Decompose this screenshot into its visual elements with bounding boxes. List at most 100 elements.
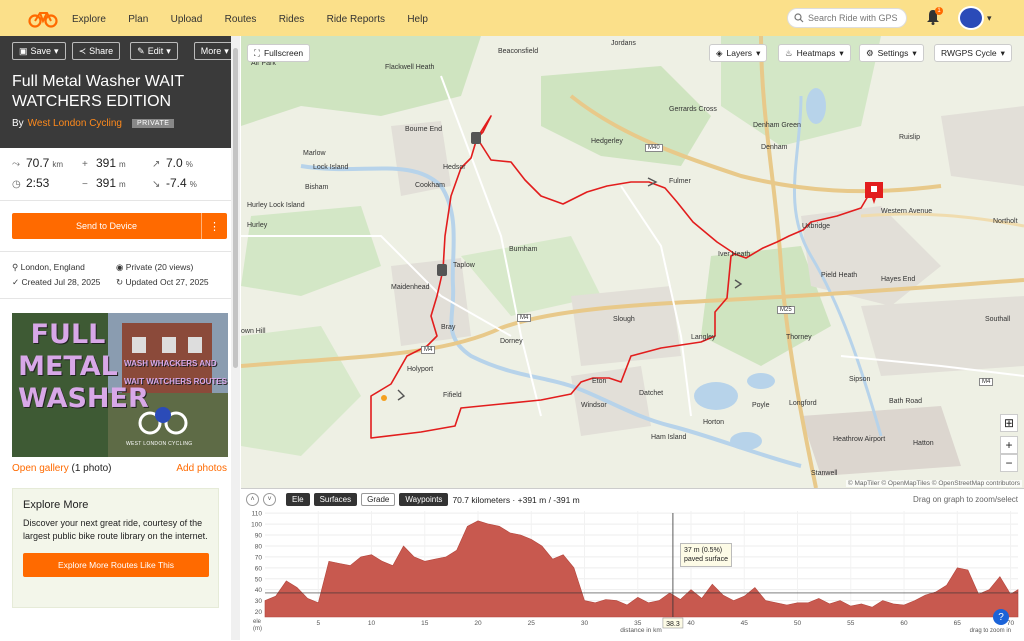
heatmaps-button[interactable]: ♨ Heatmaps ▾ xyxy=(778,44,851,62)
photo-subtitle-1: WASH WHACKERS AND xyxy=(124,359,217,368)
by-label: By xyxy=(12,118,24,129)
place-label: Hatton xyxy=(913,440,934,447)
elev-loss-unit: m xyxy=(119,180,126,189)
cursor-km-label: 38.3 xyxy=(666,621,680,628)
help-icon[interactable]: ? xyxy=(993,609,1009,625)
place-label: Fulmer xyxy=(669,178,691,185)
add-photos-link[interactable]: Add photos xyxy=(176,463,227,474)
place-label: Poyle xyxy=(752,402,770,409)
map-base xyxy=(241,36,1024,488)
place-label: Holyport xyxy=(407,366,434,373)
author-link[interactable]: West London Cycling xyxy=(27,118,122,129)
chevron-down-icon: ▾ xyxy=(1000,47,1005,58)
fullscreen-label: Fullscreen xyxy=(263,48,304,58)
nav-routes[interactable]: Routes xyxy=(224,14,257,25)
scrollbar-thumb[interactable] xyxy=(233,48,238,368)
x-tick-label: 50 xyxy=(794,620,802,627)
tab-waypoints[interactable]: Waypoints xyxy=(399,493,449,506)
zoom-out-button[interactable]: − xyxy=(1000,454,1018,472)
distance-value: 70.7 xyxy=(26,156,50,170)
layers-button[interactable]: ◈ Layers ▾ xyxy=(709,44,768,62)
edit-label: Edit xyxy=(147,46,164,56)
nav-help[interactable]: Help xyxy=(407,14,428,25)
place-label: Ham Island xyxy=(651,434,687,441)
photo-club-text: WEST LONDON CYCLING xyxy=(126,441,193,447)
place-label: Stanwell xyxy=(811,470,838,477)
edit-button[interactable]: ✎ Edit ▾ xyxy=(130,42,178,60)
x-tick-label: 30 xyxy=(581,620,589,627)
kebab-menu-icon[interactable]: ⋮ xyxy=(201,213,227,239)
elevation-chart[interactable]: 110 100 90 80 70 60 50 40 30 20 5 10 15 20 25 30 35 40 45 5… xyxy=(241,489,1024,641)
distance-unit: km xyxy=(52,160,64,169)
layers-label: Layers xyxy=(726,48,753,58)
route-photo[interactable]: FULL METAL WASHER WASH WHACKERS AND WAIT… xyxy=(12,313,228,457)
divider xyxy=(0,298,239,299)
settings-label: Settings xyxy=(877,48,909,58)
elevation-tooltip: 37 m (0.5%) paved surface xyxy=(680,543,732,567)
photo-count: (1 photo) xyxy=(71,463,112,474)
nav-plan[interactable]: Plan xyxy=(128,14,149,25)
pencil-icon: ✎ xyxy=(137,45,145,56)
chevron-down-icon: ▾ xyxy=(224,45,229,56)
map-style-select[interactable]: RWGPS Cycle ▾ xyxy=(934,44,1012,62)
place-label: Maidenhead xyxy=(391,284,430,291)
nav-ride-reports[interactable]: Ride Reports xyxy=(326,14,385,25)
privacy-text: Private (20 views) xyxy=(125,262,194,272)
place-label: Slough xyxy=(613,316,635,323)
duration-value: 2:53 xyxy=(26,176,50,190)
place-label: Fifield xyxy=(443,392,462,399)
route-byline: By West London Cycling PRIVATE xyxy=(12,118,227,129)
place-label: Sipson xyxy=(849,376,871,383)
map-book-icon[interactable]: ⊞ xyxy=(1000,414,1018,432)
chevron-down-icon[interactable]: ˅ xyxy=(263,493,276,506)
cyclist-logo-icon xyxy=(138,407,188,435)
meta-location: ⚲ London, England xyxy=(12,262,116,273)
y-tick-label: 110 xyxy=(252,511,263,518)
tab-ele[interactable]: Ele xyxy=(286,493,310,506)
chevron-down-icon: ▾ xyxy=(756,47,761,58)
x-tick-label: 5 xyxy=(316,620,320,627)
more-button[interactable]: More ▾ xyxy=(193,42,236,60)
route-sidebar: ▣ Save ▾ ≺ Share ✎ Edit ▾ More ▾ Full Metal Wa… xyxy=(0,36,240,640)
open-gallery-link[interactable]: Open gallery xyxy=(12,463,69,474)
send-to-device-button[interactable]: Send to Device xyxy=(12,213,201,239)
chevron-down-icon: ▾ xyxy=(166,45,171,56)
fullscreen-button[interactable]: ⛶ Fullscreen xyxy=(247,44,311,62)
sidebar-scrollbar[interactable] xyxy=(231,36,240,640)
place-label: Gerrards Cross xyxy=(669,106,717,113)
nav-rides[interactable]: Rides xyxy=(278,14,305,25)
x-tick-label: 40 xyxy=(687,620,695,627)
x-tick-label: 20 xyxy=(474,620,482,627)
chevron-down-icon: ▾ xyxy=(912,47,917,58)
chevron-down-icon[interactable]: ▾ xyxy=(987,13,992,23)
search-input[interactable]: Search Ride with GPS xyxy=(787,8,907,28)
explore-title: Explore More xyxy=(23,499,89,511)
map-view[interactable]: Jordans Beaconsfield Flackwell Heath Air Pa… xyxy=(241,36,1024,488)
y-axis-label-unit: (m) xyxy=(253,626,262,632)
save-button[interactable]: ▣ Save ▾ xyxy=(12,42,66,60)
tab-grade[interactable]: Grade xyxy=(361,493,396,506)
share-button[interactable]: ≺ Share xyxy=(71,42,121,60)
chevron-up-icon[interactable]: ˄ xyxy=(246,493,259,506)
created-text: Created Jul 28, 2025 xyxy=(21,277,101,287)
nav-explore[interactable]: Explore xyxy=(72,14,106,25)
settings-button[interactable]: ⚙ Settings ▾ xyxy=(859,44,924,62)
place-label: Ruislip xyxy=(899,134,921,141)
rwgps-logo-icon[interactable] xyxy=(28,8,58,28)
stat-grade-down: ↘ -7.4% xyxy=(152,176,222,190)
zoom-in-button[interactable]: + xyxy=(1000,436,1018,454)
more-label: More xyxy=(200,46,222,56)
explore-more-button[interactable]: Explore More Routes Like This xyxy=(23,553,209,577)
photo-subtitle-2: WAIT WATCHERS ROUTES xyxy=(124,377,227,386)
heatmaps-label: Heatmaps xyxy=(796,48,836,58)
y-tick-label: 80 xyxy=(255,543,263,550)
tab-surfaces[interactable]: Surfaces xyxy=(313,493,358,506)
place-label: Langley xyxy=(691,334,716,341)
stat-grade-up: ↗ 7.0% xyxy=(152,156,222,170)
avatar[interactable] xyxy=(958,6,984,30)
place-label: Burnham xyxy=(509,246,538,253)
nav-upload[interactable]: Upload xyxy=(170,14,203,25)
y-tick-label: 50 xyxy=(255,576,263,583)
plus-icon: + xyxy=(82,159,88,170)
map-attribution[interactable]: © MapTiler © OpenMapTiles © OpenStreetMa… xyxy=(845,480,1022,487)
